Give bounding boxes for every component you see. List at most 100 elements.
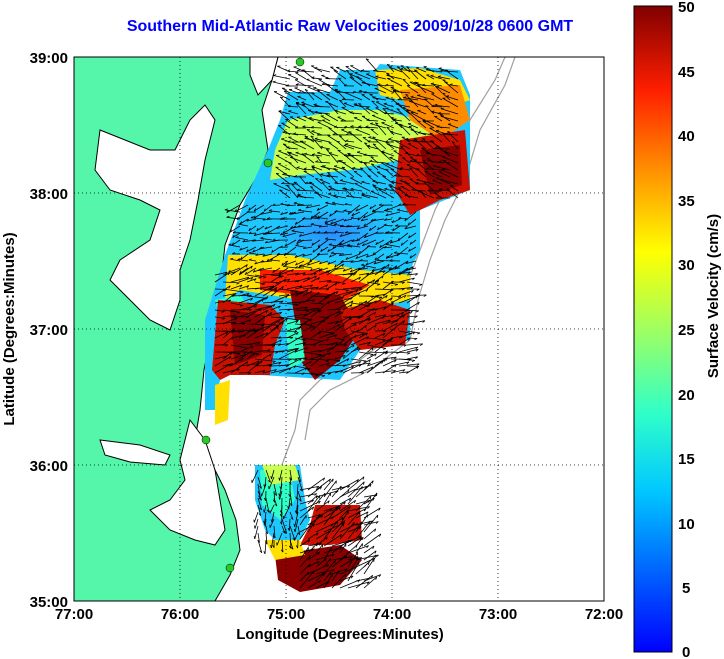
vector-head — [363, 235, 367, 238]
vector-head — [333, 194, 337, 196]
velocity-vector — [278, 349, 297, 360]
velocity-vector — [334, 324, 345, 332]
velocity-vector — [287, 70, 299, 73]
velocity-vector — [370, 128, 379, 136]
velocity-vector — [389, 157, 403, 164]
velocity-vector — [376, 259, 393, 262]
velocity-vector — [399, 123, 411, 136]
vector-head — [368, 342, 371, 345]
velocity-vector — [329, 189, 347, 192]
velocity-vector — [347, 486, 363, 505]
velocity-vector — [294, 277, 310, 283]
vector-head — [348, 131, 352, 133]
vector-head — [372, 143, 377, 146]
vector-head — [318, 580, 322, 584]
vector-head — [341, 97, 345, 100]
velocity-vector — [339, 510, 349, 526]
vector-head — [363, 360, 367, 363]
vector-head — [289, 503, 293, 507]
vector-head — [298, 499, 302, 502]
velocity-vector — [411, 189, 427, 192]
velocity-vector — [385, 85, 395, 87]
velocity-vector — [347, 511, 361, 526]
vector-head — [371, 268, 375, 272]
velocity-vector — [278, 294, 290, 297]
velocity-vector — [297, 96, 307, 101]
velocity-vector — [283, 504, 291, 520]
velocity-vector — [363, 576, 377, 589]
velocity-vector — [330, 218, 345, 225]
velocity-vector — [447, 131, 459, 143]
velocity-vector — [311, 217, 321, 220]
vector-head — [278, 361, 282, 365]
vector-head — [375, 521, 379, 524]
velocity-vector — [451, 141, 459, 150]
vector-head — [327, 269, 331, 273]
velocity-vector — [290, 211, 305, 215]
velocity-vector — [417, 120, 427, 129]
velocity-vector — [422, 121, 435, 129]
vector-head — [388, 138, 392, 140]
vector-head — [373, 261, 377, 265]
velocity-vector — [339, 566, 357, 575]
vector-head — [386, 74, 390, 76]
vector-head — [375, 576, 378, 580]
vector-head — [296, 347, 299, 351]
vector-head — [405, 94, 409, 96]
velocity-vector — [325, 83, 339, 94]
velocity-vector — [295, 84, 315, 87]
vector-head — [291, 229, 295, 232]
velocity-vector — [272, 204, 281, 206]
vector-head — [364, 508, 367, 512]
velocity-vector — [314, 216, 329, 220]
vector-head — [306, 289, 309, 293]
vector-head — [281, 262, 284, 266]
vector-head — [375, 122, 379, 125]
vector-head — [381, 150, 385, 152]
velocity-vector — [374, 253, 385, 261]
vector-head — [422, 138, 426, 140]
velocity-vector — [320, 267, 329, 271]
vector-head — [400, 145, 404, 148]
vector-head — [440, 69, 444, 72]
velocity-vector — [257, 476, 262, 489]
vector-head — [296, 332, 299, 336]
velocity-vector — [361, 82, 379, 87]
velocity-vector — [398, 277, 415, 283]
velocity-vector — [264, 539, 267, 555]
vector-head — [294, 266, 298, 269]
vector-head — [356, 346, 359, 350]
velocity-vector — [302, 290, 313, 297]
velocity-vector — [350, 260, 361, 263]
velocity-vector — [270, 259, 281, 262]
velocity-vector — [238, 345, 254, 353]
vector-head — [354, 334, 357, 338]
vector-head — [291, 269, 294, 273]
velocity-vector — [388, 138, 403, 143]
velocity-vector — [334, 350, 349, 353]
velocity-vector — [326, 310, 341, 318]
velocity-vector — [342, 317, 352, 325]
velocity-vector — [381, 122, 395, 129]
velocity-vector — [342, 363, 362, 374]
velocity-vector — [276, 154, 291, 164]
vector-head — [295, 511, 298, 515]
vector-head — [364, 485, 368, 489]
vector-head — [293, 528, 296, 533]
vector-head — [280, 96, 284, 99]
vector-head — [374, 300, 377, 304]
velocity-vector — [296, 497, 299, 514]
velocity-vector — [363, 558, 375, 575]
velocity-vector — [315, 478, 331, 491]
vector-head — [319, 331, 322, 335]
velocity-vector — [331, 555, 348, 568]
velocity-vector — [355, 543, 363, 554]
velocity-vector — [350, 177, 363, 185]
velocity-vector — [286, 335, 304, 346]
vector-head — [226, 215, 230, 218]
velocity-vector — [342, 188, 355, 192]
velocity-vector — [354, 183, 371, 192]
vector-head — [248, 258, 252, 261]
vector-head — [389, 339, 392, 343]
vector-head — [318, 309, 321, 313]
